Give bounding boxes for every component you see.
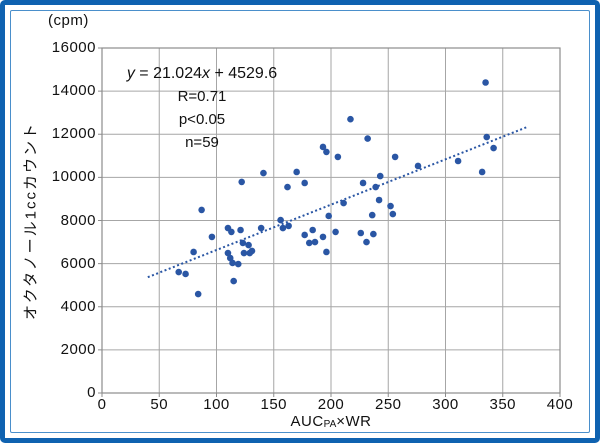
x-tick-label: 300 [432,396,459,413]
data-point [190,248,197,256]
data-point [319,143,327,151]
correlation-value: R=0.71 [177,88,227,105]
equation-y-var: y [126,65,135,82]
x-tick-label: 200 [317,396,345,413]
data-point [182,270,189,278]
data-point [230,277,237,285]
x-tick-label: 250 [374,396,402,413]
x-tick-label: 100 [203,396,230,413]
data-point [332,228,339,236]
data-point [260,169,267,177]
data-point [175,268,183,276]
data-point [198,206,205,214]
equation-x-var: x [202,65,210,82]
trend-line [147,125,529,279]
data-point [364,135,371,142]
data-point [293,168,300,176]
data-point [238,178,245,186]
data-point [375,196,383,204]
data-point [357,229,365,237]
equation-const: + 4529.6 [210,65,278,82]
data-point [376,172,384,180]
y-axis-unit-label: (cpm) [48,12,89,29]
data-point [237,226,244,234]
stats-annotation: y = 21.024x + 4529.6 R=0.71 p<0.05 n=59 [102,62,302,154]
y-tick-label: 2000 [60,340,96,358]
data-point [389,210,397,218]
data-point [228,228,235,236]
x-axis-title-suffix: ×WR [336,413,372,430]
x-tick-label: 350 [489,396,517,413]
x-tick-label: 150 [260,396,288,413]
data-point [305,239,313,247]
data-point [226,254,234,262]
data-point [414,162,422,170]
data-point [301,179,308,187]
data-point [323,248,330,256]
data-point [285,222,292,230]
x-axis-title: AUCPA×WR [231,413,431,430]
data-point [347,115,354,123]
plot-border [101,47,561,394]
data-point [240,249,248,257]
y-tick-label: 8000 [60,211,96,229]
sample-size: n=59 [185,134,219,151]
data-point [359,179,367,187]
data-point [323,148,330,156]
regression-equation: y = 21.024x + 4529.6 [102,62,302,85]
data-point [257,224,265,232]
y-tick-label: 12000 [51,125,96,143]
data-point [309,226,316,234]
y-tick-label: 14000 [51,82,96,100]
data-point [279,224,287,232]
p-value: p<0.05 [178,111,226,128]
data-point [372,183,379,191]
data-point [239,239,247,247]
y-tick-label: 6000 [60,254,96,272]
data-point [311,238,319,246]
data-point [387,202,394,210]
data-point [391,153,399,161]
y-tick-label: 0 [87,384,96,401]
data-point [334,153,342,161]
data-point [284,183,291,191]
data-point [370,230,377,238]
data-point [277,216,284,224]
data-point [248,247,256,255]
x-tick-label: 0 [97,396,107,413]
data-point [325,212,333,220]
data-point [301,231,308,239]
data-point [224,249,232,257]
data-point [482,79,489,86]
data-point [208,233,216,241]
data-point [194,290,202,298]
data-point [454,157,462,165]
x-tick-label: 400 [546,396,574,413]
data-point [363,238,370,246]
x-tick-label: 50 [150,396,169,413]
data-point [483,133,491,141]
data-point [478,168,486,176]
y-tick-label: 16000 [51,39,96,56]
y-tick-label: 10000 [51,168,96,186]
y-tick-label: 4000 [60,297,96,315]
data-point [368,211,376,219]
x-axis-title-prefix: AUC [290,413,324,430]
data-point [340,199,347,207]
data-point [245,241,252,249]
data-point [229,259,236,267]
data-point [319,233,327,241]
equation-coef: = 21.024 [134,65,202,82]
data-point [490,144,497,152]
data-point [234,260,242,268]
x-axis-title-subscript: PA [323,419,337,431]
